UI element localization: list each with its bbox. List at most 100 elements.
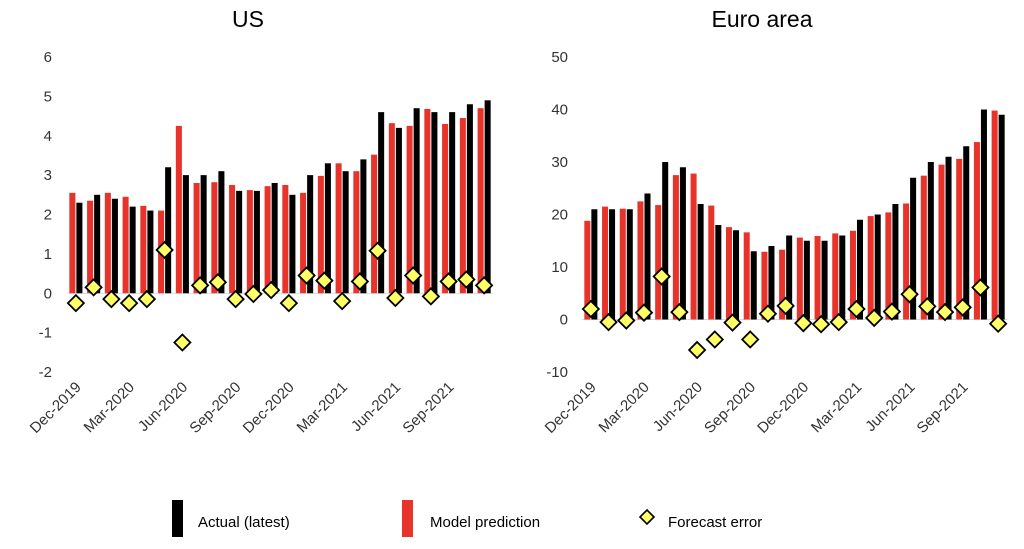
euro-area-model-prediction-bar bbox=[726, 227, 733, 320]
euro-area-forecast-error-point bbox=[740, 330, 760, 349]
euro-area-model-prediction-bar bbox=[779, 249, 786, 320]
euro-area-forecast-error-point bbox=[599, 312, 618, 332]
us-actual-bar bbox=[484, 100, 491, 294]
us-forecast-error-point bbox=[332, 291, 352, 311]
us-actual-bar bbox=[94, 194, 101, 294]
euro-area-forecast-error-point bbox=[811, 314, 831, 334]
us-model-prediction-bar bbox=[442, 123, 449, 294]
us-actual-bar bbox=[342, 171, 349, 294]
us-x-tick-label: Jun-2021 bbox=[348, 379, 404, 435]
us-forecast-error-point bbox=[315, 271, 334, 290]
euro-area-model-prediction-bar bbox=[637, 201, 644, 320]
euro-area-forecast-error-point bbox=[758, 304, 778, 323]
euro-area-x-tick-label: Dec-2019 bbox=[542, 379, 600, 437]
euro-area-actual-bar bbox=[945, 156, 952, 320]
euro-area-actual-bar bbox=[980, 109, 987, 320]
euro-area-model-prediction-bar bbox=[796, 237, 803, 320]
us-actual-bar bbox=[413, 108, 420, 294]
us-model-prediction-bar bbox=[104, 192, 111, 294]
us-actual-bar bbox=[129, 206, 136, 294]
us-forecast-error-point bbox=[261, 280, 281, 300]
us-forecast-error-point bbox=[137, 289, 157, 309]
euro-area-actual-bar bbox=[874, 214, 881, 320]
us-y-tick-label: 0 bbox=[44, 285, 52, 302]
us-x-tick-label: Dec-2020 bbox=[240, 379, 298, 437]
us-actual-bar bbox=[431, 112, 438, 294]
euro-area-y-tick-label: 50 bbox=[551, 49, 568, 66]
euro-area-y-tick-label: 10 bbox=[551, 259, 568, 276]
us-actual-bar bbox=[147, 210, 154, 294]
euro-area-actual-bar bbox=[609, 209, 616, 320]
euro-area-forecast-error-point bbox=[723, 313, 742, 332]
us-forecast-error-point bbox=[297, 266, 316, 285]
us-actual-bar bbox=[271, 183, 278, 294]
euro-area-forecast-error-point bbox=[687, 340, 707, 360]
us-actual-bar bbox=[307, 175, 314, 294]
us-y-tick-label: 3 bbox=[44, 167, 52, 184]
euro-area-model-prediction-bar bbox=[956, 158, 963, 320]
us-y-tick-label: 2 bbox=[44, 207, 52, 224]
us-y-tick-label: 6 bbox=[44, 49, 52, 66]
us-forecast-error-point bbox=[350, 272, 370, 291]
euro-area-forecast-error-point bbox=[953, 298, 973, 317]
euro-area-chart-title: Euro area bbox=[711, 6, 812, 32]
us-chart-title: US bbox=[232, 6, 264, 32]
us-actual-bar bbox=[324, 163, 331, 294]
euro-area-actual-bar bbox=[856, 219, 863, 320]
euro-area-x-tick-label: Mar-2021 bbox=[808, 379, 865, 436]
us-model-prediction-bar bbox=[211, 182, 218, 294]
us-y-tick-label: 4 bbox=[44, 128, 52, 145]
us-x-tick-label: Mar-2021 bbox=[294, 379, 351, 436]
euro-area-model-prediction-bar bbox=[584, 220, 591, 320]
us-model-prediction-bar bbox=[300, 192, 307, 294]
us-actual-bar bbox=[395, 127, 402, 294]
legend-forecast-error-label: Forecast error bbox=[668, 514, 762, 531]
us-actual-bar bbox=[466, 104, 473, 294]
euro-area-model-prediction-bar bbox=[973, 142, 980, 320]
euro-area-forecast-error-point bbox=[900, 285, 919, 304]
us-chart-panel: US-2-10123456Dec-2019Mar-2020Jun-2020Sep… bbox=[27, 6, 494, 437]
euro-area-forecast-error-point bbox=[864, 308, 884, 328]
euro-area-forecast-error-point bbox=[634, 303, 654, 322]
euro-area-actual-bar bbox=[768, 246, 775, 320]
us-forecast-error-point bbox=[208, 272, 228, 292]
euro-area-actual-bar bbox=[644, 193, 651, 320]
us-model-prediction-bar bbox=[264, 186, 271, 294]
us-x-tick-label: Sep-2021 bbox=[399, 379, 457, 437]
legend-model-label: Model prediction bbox=[430, 514, 540, 531]
us-model-prediction-bar bbox=[193, 183, 200, 294]
us-forecast-error-point bbox=[190, 276, 210, 295]
euro-area-model-prediction-bar bbox=[690, 173, 697, 320]
us-model-prediction-bar bbox=[69, 192, 76, 294]
euro-area-forecast-error-point bbox=[705, 330, 725, 349]
euro-area-x-tick-label: Jun-2020 bbox=[650, 379, 706, 435]
euro-area-forecast-error-point bbox=[652, 267, 671, 286]
euro-area-actual-bar bbox=[679, 167, 686, 320]
us-actual-bar bbox=[449, 112, 456, 294]
euro-area-y-tick-label: 40 bbox=[551, 102, 568, 119]
us-forecast-error-point bbox=[244, 284, 263, 304]
us-forecast-error-point bbox=[386, 288, 405, 308]
euro-area-forecast-error-point bbox=[616, 311, 636, 330]
us-model-prediction-bar bbox=[175, 125, 182, 294]
us-forecast-error-point bbox=[119, 293, 139, 313]
us-y-tick-label: -2 bbox=[39, 364, 52, 381]
euro-area-model-prediction-bar bbox=[619, 208, 626, 320]
euro-area-model-prediction-bar bbox=[920, 175, 927, 320]
euro-area-actual-bar bbox=[697, 204, 704, 320]
euro-area-model-prediction-bar bbox=[655, 205, 662, 320]
euro-area-forecast-error-point bbox=[988, 314, 1008, 333]
us-model-prediction-bar bbox=[335, 163, 342, 294]
euro-area-y-tick-label: 20 bbox=[551, 207, 568, 224]
us-actual-bar bbox=[218, 171, 225, 294]
legend-actual-label: Actual (latest) bbox=[198, 514, 290, 531]
euro-area-forecast-error-point bbox=[794, 313, 813, 333]
euro-area-x-tick-label: Jun-2021 bbox=[862, 379, 918, 435]
euro-area-actual-bar bbox=[803, 240, 810, 320]
euro-area-forecast-error-point bbox=[776, 296, 795, 316]
euro-area-y-tick-label: -10 bbox=[546, 364, 568, 381]
euro-area-model-prediction-bar bbox=[814, 236, 821, 320]
euro-area-actual-bar bbox=[821, 240, 828, 320]
euro-area-model-prediction-bar bbox=[743, 232, 750, 320]
us-actual-bar bbox=[253, 190, 260, 294]
